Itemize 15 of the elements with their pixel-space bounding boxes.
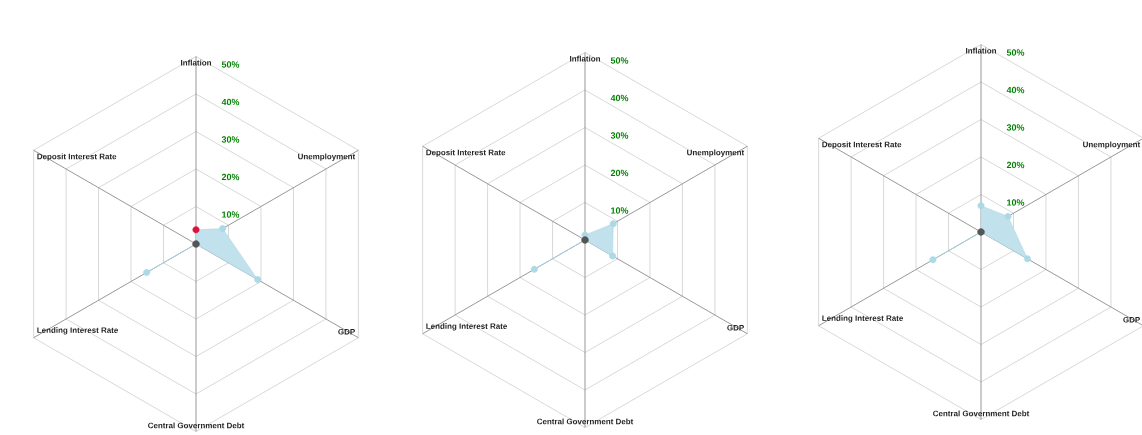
y-tick-label: 20% xyxy=(1006,161,1025,169)
y-tick-label: 50% xyxy=(610,57,629,64)
y-tick-label: 40% xyxy=(221,98,240,106)
y-tick-label: 20% xyxy=(610,169,629,177)
y-tick-label: 50% xyxy=(1006,49,1025,56)
y-tick-label: 30% xyxy=(610,132,629,139)
y-tick-label: 10% xyxy=(222,211,240,218)
y-tick-label: 30% xyxy=(1006,124,1025,131)
y-tick-label: 20% xyxy=(221,173,240,181)
y-tick-label: 40% xyxy=(610,94,629,102)
y-tick-label: 10% xyxy=(1007,199,1025,206)
y-tick-label: 30% xyxy=(221,136,240,143)
y-tick-label: 10% xyxy=(611,207,629,214)
y-tick-label: 40% xyxy=(1006,86,1025,94)
y-tick-label: 50% xyxy=(221,61,240,68)
